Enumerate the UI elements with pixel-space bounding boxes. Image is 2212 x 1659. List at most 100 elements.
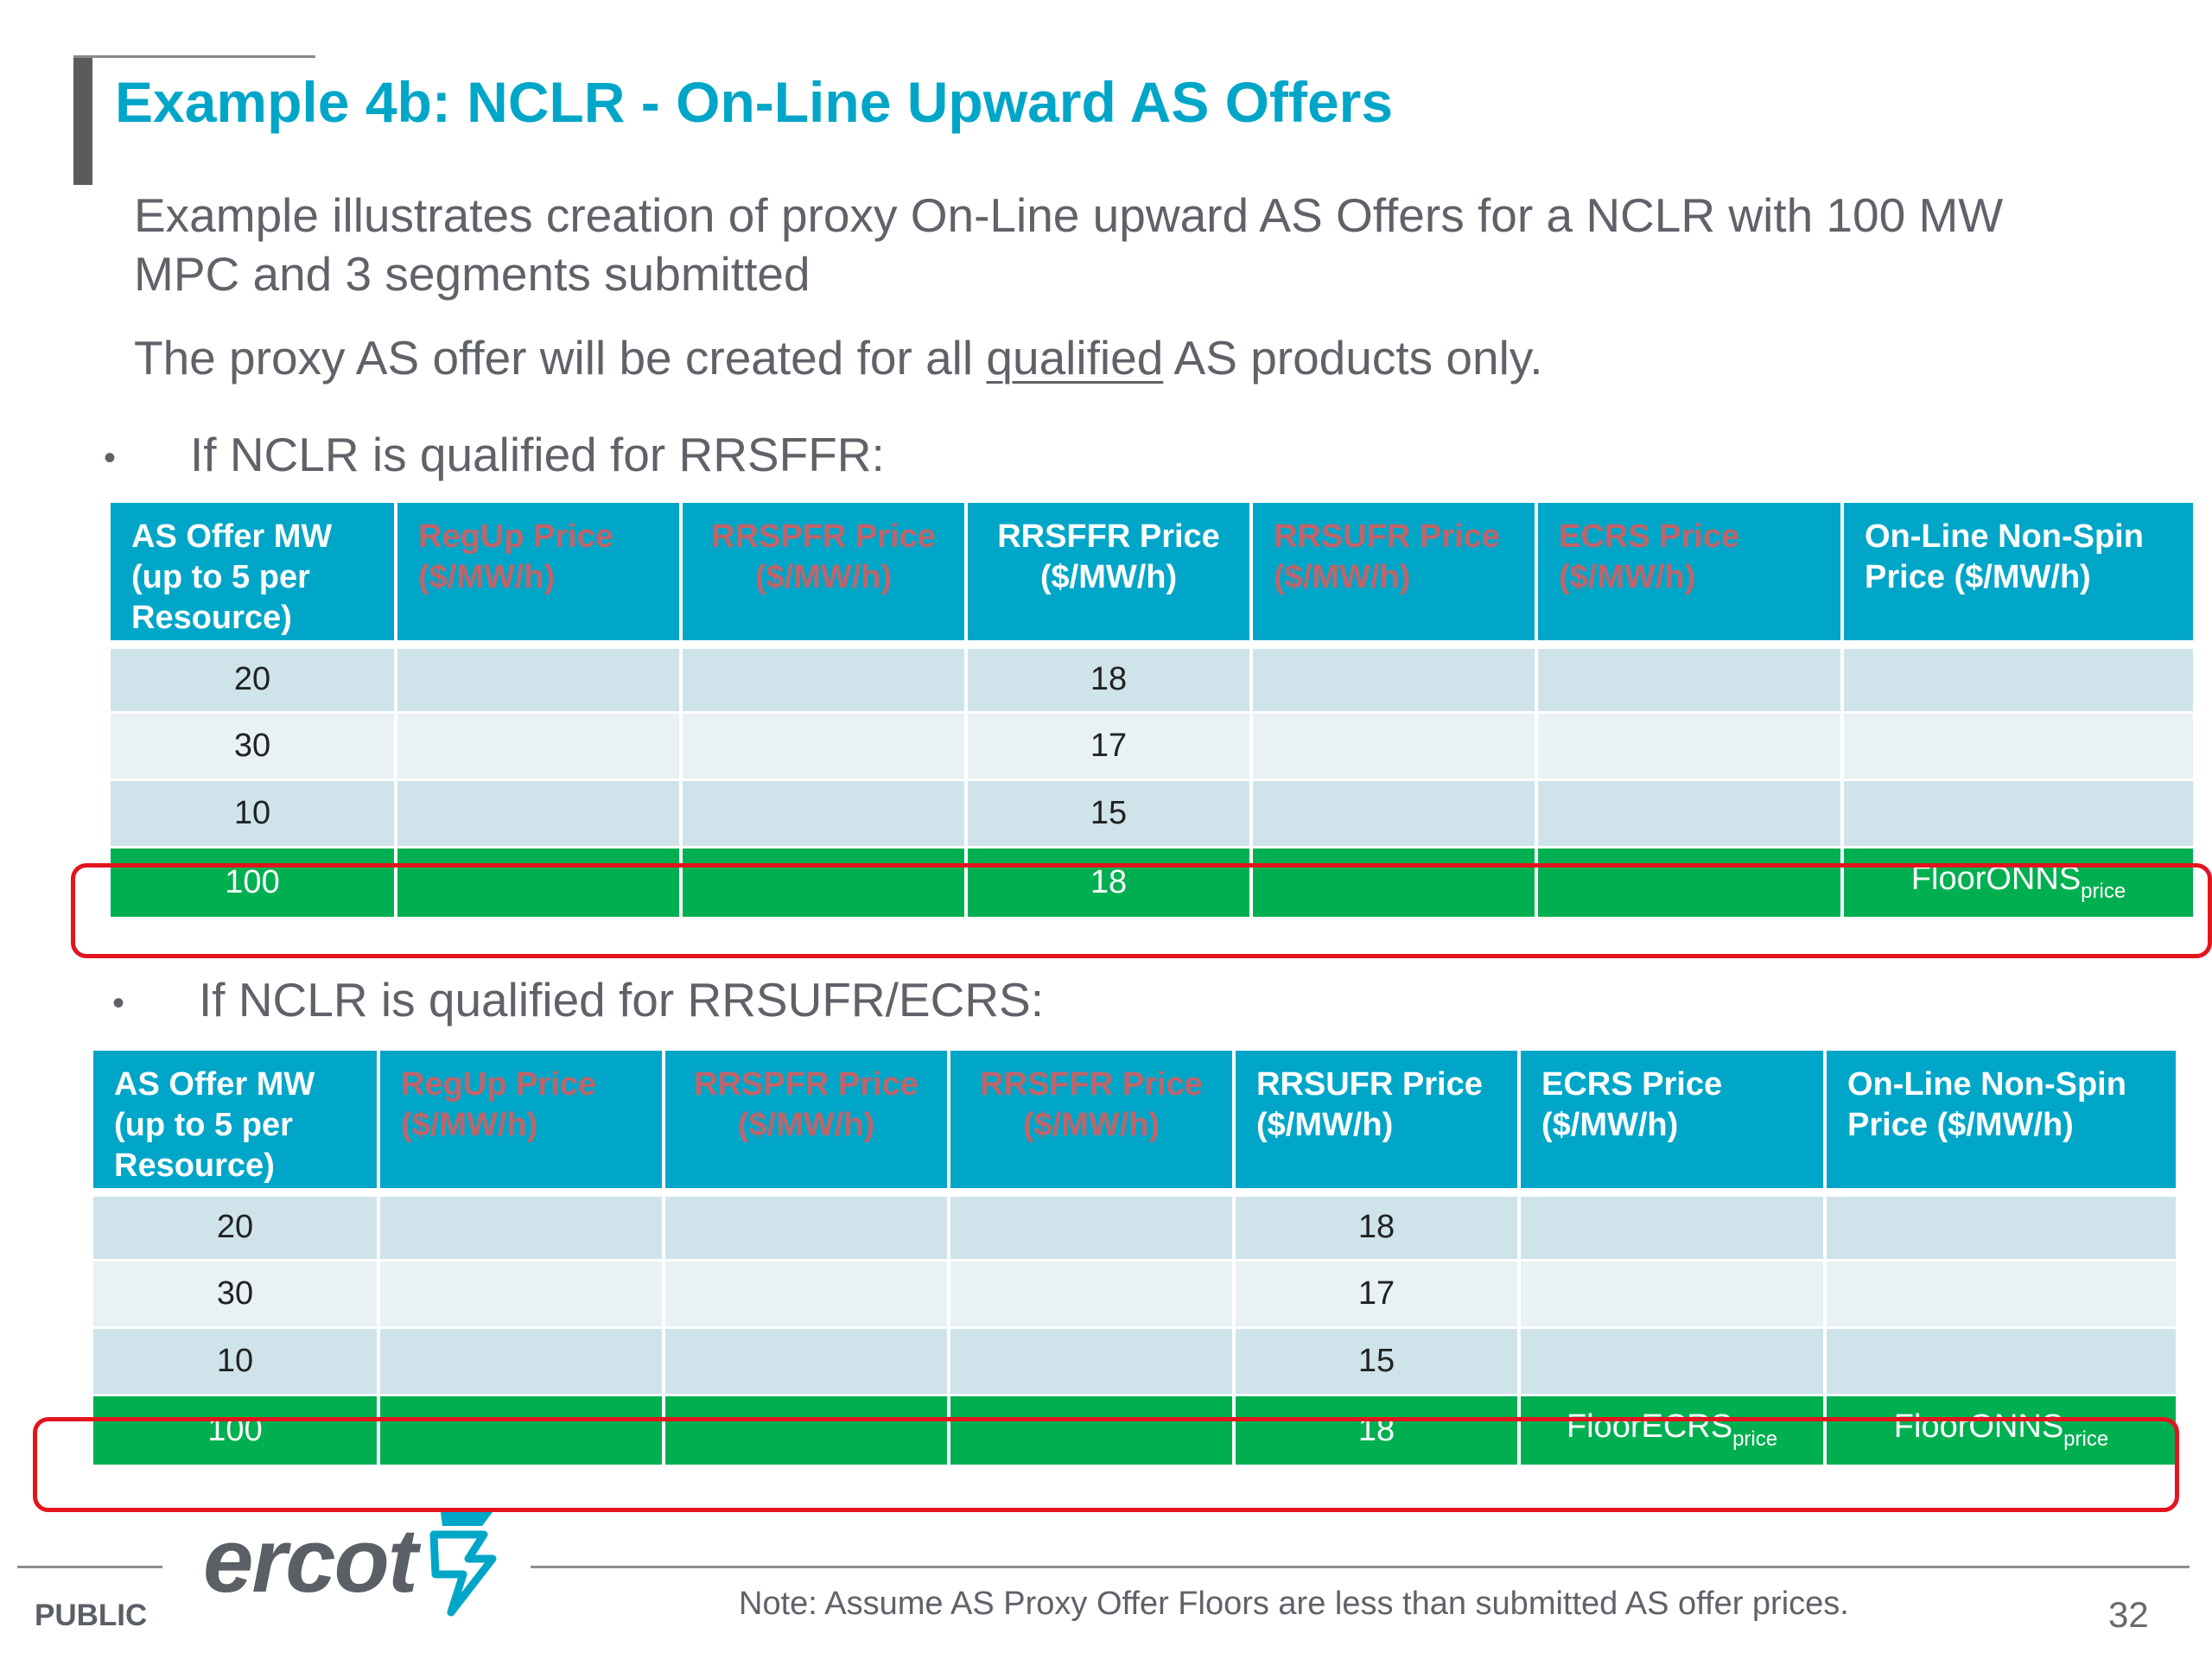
cell-rrspfr xyxy=(681,645,968,714)
cell-ecrs xyxy=(1536,712,1844,781)
proxy-offer-row: 100 18 FloorECRSprice FloorONNSprice xyxy=(93,1395,2176,1467)
header-rrspfr-price: RRSPFR Price ($/MW/h) xyxy=(681,503,968,649)
cell-nonspin: FloorONNSprice xyxy=(1842,847,2193,919)
qualified-note-end: AS products only. xyxy=(1163,331,1543,385)
table-row: 10 15 xyxy=(111,779,2193,849)
header-nonspin-price: On-Line Non-Spin Price ($/MW/h) xyxy=(1825,1051,2176,1197)
cell-mw: 30 xyxy=(93,1260,380,1329)
cell-ecrs: FloorECRSprice xyxy=(1519,1395,1827,1467)
cell-regup xyxy=(396,847,683,919)
cell-rrspfr xyxy=(681,779,968,849)
cell-ecrs xyxy=(1519,1260,1827,1329)
page-number: 32 xyxy=(2108,1594,2149,1635)
cell-regup xyxy=(378,1395,665,1467)
header-rrsufr-price: RRSUFR Price ($/MW/h) xyxy=(1251,503,1538,649)
cell-ecrs xyxy=(1536,645,1844,714)
bullet-rrsffr: • If NCLR is qualified for RRSFFR: xyxy=(104,427,885,482)
highlight-box-rrsufr-ecrs xyxy=(33,1417,2179,1512)
cell-rrsufr: 15 xyxy=(1234,1327,1521,1396)
header-rrsffr-price: RRSFFR Price ($/MW/h) xyxy=(949,1051,1236,1197)
cell-mw: 30 xyxy=(111,712,397,781)
cell-rrsufr xyxy=(1251,779,1538,849)
qualified-note: The proxy AS offer will be created for a… xyxy=(134,328,1543,387)
classification-label: PUBLIC xyxy=(35,1599,148,1632)
cell-nonspin xyxy=(1825,1260,2176,1329)
floor-onns-subscript: price xyxy=(2081,880,2126,903)
header-ecrs-price: ECRS Price ($/MW/h) xyxy=(1536,503,1844,649)
header-as-offer-mw: AS Offer MW (up to 5 per Resource) xyxy=(93,1051,380,1197)
cell-rrspfr xyxy=(664,1327,950,1396)
header-regup-price: RegUp Price ($/MW/h) xyxy=(378,1051,665,1197)
cell-rrspfr xyxy=(664,1260,950,1329)
cell-rrsffr xyxy=(949,1260,1236,1329)
cell-rrsufr xyxy=(1251,712,1538,781)
cell-mw: 10 xyxy=(93,1327,380,1396)
cell-regup xyxy=(378,1260,665,1329)
highlight-box-rrsffr xyxy=(71,863,2212,958)
cell-ecrs xyxy=(1536,779,1844,849)
cell-rrsffr: 15 xyxy=(966,779,1253,849)
cell-nonspin xyxy=(1842,779,2193,849)
cell-nonspin xyxy=(1842,712,2193,781)
cell-rrspfr xyxy=(681,847,968,919)
cell-mw: 100 xyxy=(93,1395,380,1467)
qualified-note-start: The proxy AS offer will be created for a… xyxy=(134,331,987,385)
floor-onns-subscript: price xyxy=(2063,1427,2109,1451)
title-accent-line xyxy=(73,55,315,58)
cell-nonspin xyxy=(1842,645,2193,714)
cell-rrsffr: 18 xyxy=(966,847,1253,919)
cell-nonspin: FloorONNSprice xyxy=(1825,1395,2176,1467)
qualified-emphasis: qualified xyxy=(986,331,1164,385)
cell-rrsffr: 18 xyxy=(966,645,1253,714)
cell-ecrs xyxy=(1519,1327,1827,1396)
ercot-logo-text: ercot xyxy=(203,1510,418,1611)
cell-regup xyxy=(396,645,683,714)
header-rrspfr-price: RRSPFR Price ($/MW/h) xyxy=(664,1051,950,1197)
bullet-label: If NCLR is qualified for RRSFFR: xyxy=(190,428,885,481)
bullet-label: If NCLR is qualified for RRSUFR/ECRS: xyxy=(199,973,1045,1027)
cell-mw: 10 xyxy=(111,779,397,849)
bullet-rrsufr-ecrs: • If NCLR is qualified for RRSUFR/ECRS: xyxy=(112,972,1044,1027)
cell-ecrs xyxy=(1536,847,1844,919)
title-accent-bar xyxy=(73,55,92,185)
cell-mw: 20 xyxy=(93,1192,380,1262)
table-row: 30 17 xyxy=(93,1260,2176,1329)
cell-regup xyxy=(396,712,683,781)
lightning-bolt-icon xyxy=(429,1512,497,1617)
floor-ecrs-subscript: price xyxy=(1732,1427,1778,1451)
cell-rrspfr xyxy=(681,712,968,781)
floor-ecrs-label: FloorECRS xyxy=(1566,1408,1733,1445)
cell-nonspin xyxy=(1825,1327,2176,1396)
cell-nonspin xyxy=(1825,1192,2176,1262)
header-nonspin-price: On-Line Non-Spin Price ($/MW/h) xyxy=(1842,503,2193,649)
floor-onns-label: FloorONNS xyxy=(1893,1408,2064,1445)
cell-rrsufr: 18 xyxy=(1234,1192,1521,1262)
cell-ecrs xyxy=(1519,1192,1827,1262)
proxy-offer-row: 100 18 FloorONNSprice xyxy=(111,847,2193,919)
cell-rrsffr xyxy=(949,1327,1236,1396)
bullet-dot: • xyxy=(104,438,117,477)
cell-rrsffr xyxy=(949,1395,1236,1467)
footer-divider-right xyxy=(531,1566,2190,1568)
table-row: 30 17 xyxy=(111,712,2193,781)
cell-rrsufr xyxy=(1251,645,1538,714)
header-as-offer-mw: AS Offer MW (up to 5 per Resource) xyxy=(111,503,397,649)
cell-rrsffr xyxy=(949,1192,1236,1262)
cell-mw: 20 xyxy=(111,645,397,714)
table-row: 10 15 xyxy=(93,1327,2176,1396)
cell-rrspfr xyxy=(664,1192,950,1262)
slide-title: Example 4b: NCLR - On-Line Upward AS Off… xyxy=(115,70,1394,134)
ercot-logo: ercot xyxy=(203,1505,503,1618)
header-rrsufr-price: RRSUFR Price ($/MW/h) xyxy=(1234,1051,1521,1197)
footer-divider-left xyxy=(17,1566,162,1568)
rrsffr-offer-table: AS Offer MW (up to 5 per Resource) RegUp… xyxy=(111,503,2193,919)
footnote: Note: Assume AS Proxy Offer Floors are l… xyxy=(739,1586,1849,1622)
header-regup-price: RegUp Price ($/MW/h) xyxy=(396,503,683,649)
header-rrsffr-price: RRSFFR Price ($/MW/h) xyxy=(966,503,1253,649)
cell-rrsufr: 17 xyxy=(1234,1260,1521,1329)
header-ecrs-price: ECRS Price ($/MW/h) xyxy=(1519,1051,1827,1197)
cell-regup xyxy=(396,779,683,849)
bullet-dot: • xyxy=(112,983,125,1022)
table-row: 20 18 xyxy=(93,1192,2176,1262)
cell-regup xyxy=(378,1327,665,1396)
